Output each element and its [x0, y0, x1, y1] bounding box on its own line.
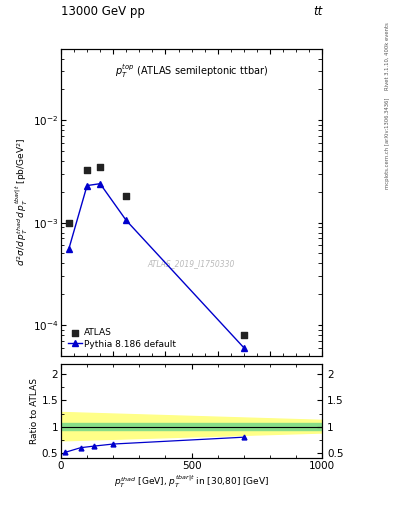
Text: mcplots.cern.ch [arXiv:1306.3436]: mcplots.cern.ch [arXiv:1306.3436]: [385, 98, 389, 189]
ATLAS: [66, 219, 72, 227]
Y-axis label: $d^2\sigma / d\,p_T^{thad}\,d\,p_T^{tbar|t}$ [pb/GeV$^2$]: $d^2\sigma / d\,p_T^{thad}\,d\,p_T^{tbar…: [13, 138, 30, 266]
Polygon shape: [61, 413, 322, 441]
Y-axis label: Ratio to ATLAS: Ratio to ATLAS: [30, 378, 39, 444]
Text: 13000 GeV pp: 13000 GeV pp: [61, 5, 145, 18]
X-axis label: $p_T^{thad}$ [GeV], $p_T^{tbar|t}$ in [30,80] [GeV]: $p_T^{thad}$ [GeV], $p_T^{tbar|t}$ in [3…: [114, 474, 269, 490]
ATLAS: [241, 331, 247, 339]
ATLAS: [84, 165, 90, 174]
Line: Pythia 8.186 default: Pythia 8.186 default: [66, 181, 247, 351]
Pythia 8.186 default: [124, 218, 129, 224]
Text: Rivet 3.1.10, 400k events: Rivet 3.1.10, 400k events: [385, 23, 389, 90]
Legend: ATLAS, Pythia 8.186 default: ATLAS, Pythia 8.186 default: [65, 325, 179, 351]
Pythia 8.186 default: [98, 181, 103, 187]
Text: tt: tt: [313, 5, 322, 18]
Pythia 8.186 default: [66, 246, 71, 252]
ATLAS: [123, 193, 129, 201]
Text: $p_T^{top}$ (ATLAS semileptonic ttbar): $p_T^{top}$ (ATLAS semileptonic ttbar): [115, 62, 268, 80]
ATLAS: [97, 163, 103, 171]
Pythia 8.186 default: [241, 345, 246, 351]
Pythia 8.186 default: [85, 182, 90, 188]
Text: ATLAS_2019_I1750330: ATLAS_2019_I1750330: [148, 259, 235, 268]
